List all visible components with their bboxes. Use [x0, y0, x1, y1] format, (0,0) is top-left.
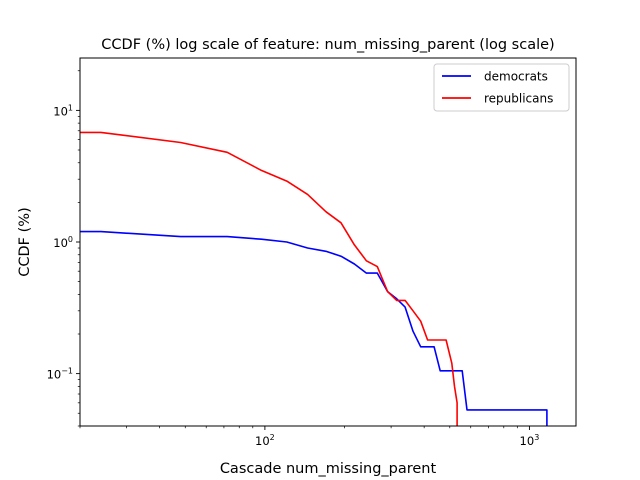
- plot-frame: [79, 57, 577, 427]
- series-line-republicans: [80, 131, 458, 426]
- y-tick-label: 101: [53, 103, 73, 118]
- y-axis: 10−1 100 101: [47, 70, 80, 427]
- x-tick-label: 103: [520, 433, 540, 448]
- legend-label-republicans: republicans: [484, 92, 553, 106]
- legend: democrats republicans: [433, 63, 570, 112]
- series-layer: [80, 131, 548, 426]
- series-line-democrats: [80, 230, 548, 426]
- y-tick-label: 100: [53, 235, 73, 250]
- chart-title: CCDF (%) log scale of feature: num_missi…: [101, 37, 554, 53]
- y-axis-label: CCDF (%): [17, 207, 33, 276]
- legend-label-democrats: democrats: [484, 70, 548, 84]
- x-axis-label: Cascade num_missing_parent: [220, 461, 437, 477]
- y-tick-label: 10−1: [47, 367, 73, 382]
- x-axis: 102 103: [79, 426, 540, 448]
- x-tick-label: 102: [255, 433, 275, 448]
